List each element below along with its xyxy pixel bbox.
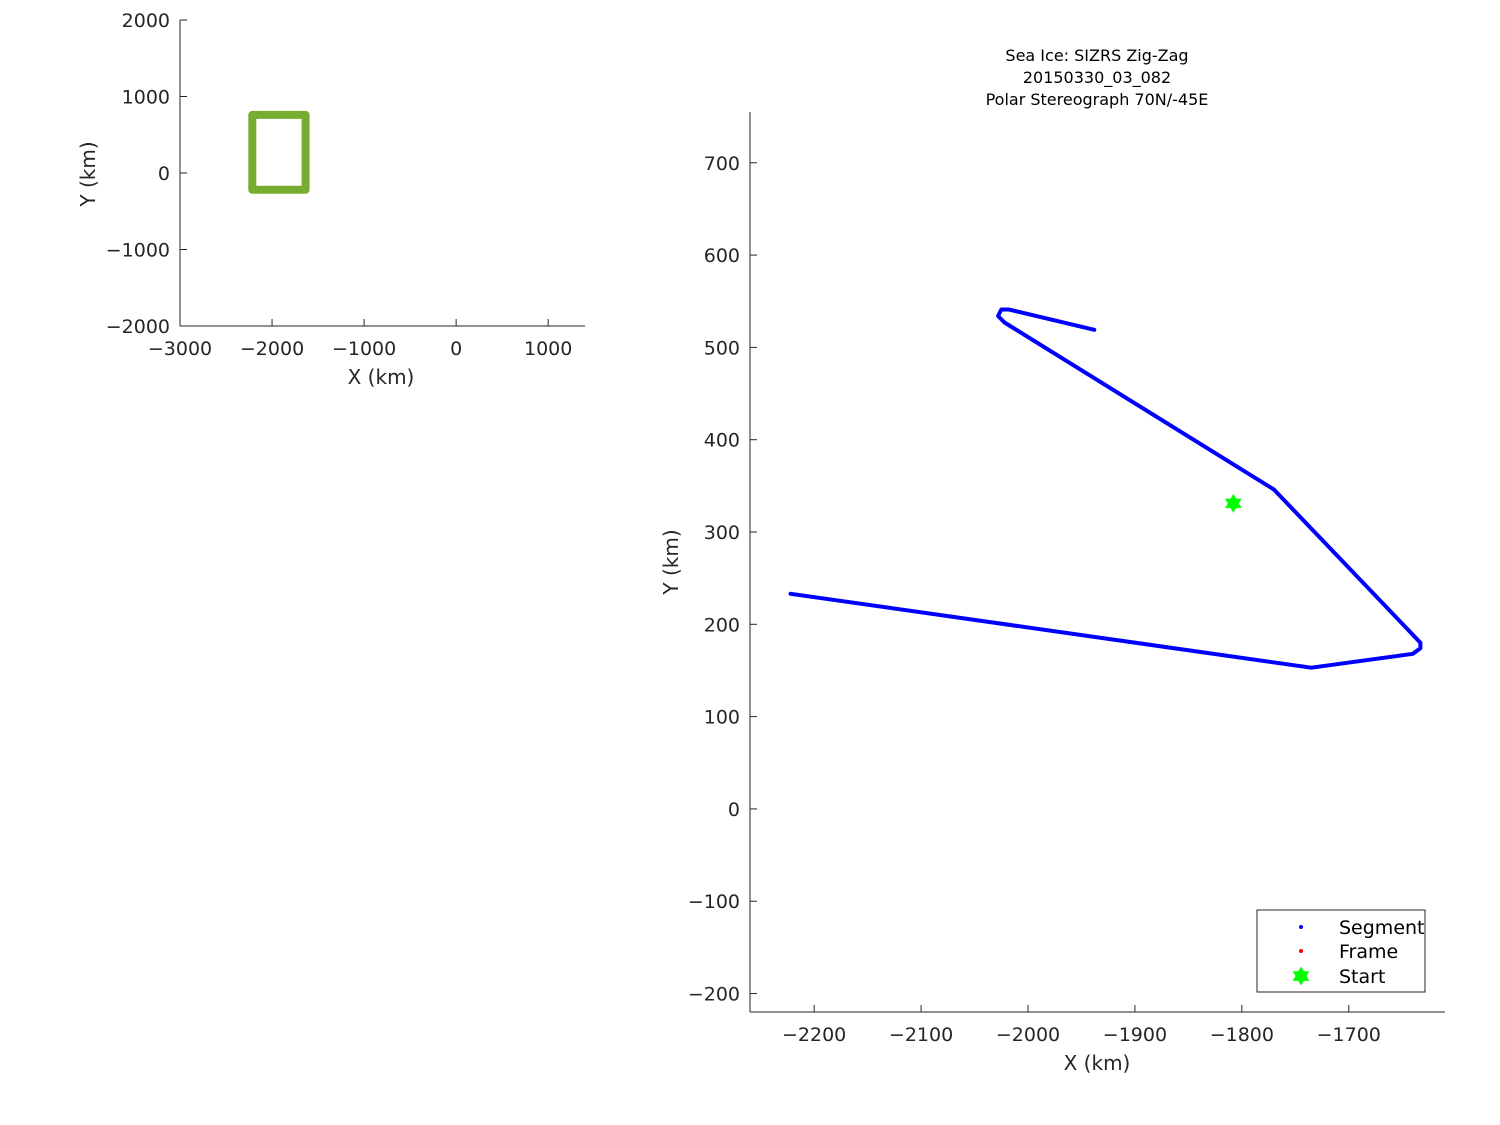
overview-y-axis-label: Y (km) bbox=[76, 141, 100, 207]
y-tick-label: 0 bbox=[158, 163, 170, 185]
x-tick-label: 1000 bbox=[524, 338, 572, 360]
legend-start-label: Start bbox=[1339, 966, 1385, 988]
x-tick-label: −1800 bbox=[1210, 1024, 1274, 1046]
x-tick-label: −1900 bbox=[1103, 1024, 1167, 1046]
y-tick-label: 1000 bbox=[122, 87, 170, 109]
flightline-marks bbox=[788, 307, 1423, 670]
chart-title-line-3: Polar Stereograph 70N/-45E bbox=[986, 90, 1209, 109]
y-tick-label: −100 bbox=[688, 891, 740, 913]
overview-x-axis-label: X (km) bbox=[348, 365, 415, 389]
flightline-chart: Sea Ice: SIZRS Zig-Zag 20150330_03_082 P… bbox=[659, 46, 1445, 1075]
y-tick-label: 600 bbox=[704, 245, 740, 267]
overview-chart: −3000 −2000 −1000 0 1000 200010000−1000−2000… bbox=[76, 10, 585, 389]
x-tick-label: −2200 bbox=[782, 1024, 846, 1046]
legend-box bbox=[1256, 909, 1426, 993]
y-tick-label: 400 bbox=[704, 430, 740, 452]
y-tick-label: 500 bbox=[704, 337, 740, 359]
overview-coverage-line bbox=[248, 110, 310, 194]
y-tick-label: 0 bbox=[728, 799, 740, 821]
legend-segment-label: Segment bbox=[1339, 917, 1425, 939]
flightline-x-ticks: −2200 −2100 −2000 −1900 −1800 −1700 bbox=[782, 1005, 1381, 1046]
chart-title-line-2: 20150330_03_082 bbox=[1023, 68, 1171, 88]
legend-start-hexagram bbox=[1292, 966, 1310, 986]
legend-frame-label: Frame bbox=[1339, 941, 1398, 963]
flightline-x-axis-label: X (km) bbox=[1064, 1051, 1131, 1075]
x-tick-label: −3000 bbox=[148, 338, 212, 360]
y-tick-label: 700 bbox=[704, 153, 740, 175]
chart-title-line-1: Sea Ice: SIZRS Zig-Zag bbox=[1005, 46, 1188, 65]
flightline-y-axis-label: Y (km) bbox=[659, 529, 683, 595]
y-tick-label: −2000 bbox=[106, 316, 170, 338]
y-tick-label: 2000 bbox=[122, 10, 170, 32]
x-tick-label: −2000 bbox=[240, 338, 304, 360]
y-tick-label: −200 bbox=[688, 984, 740, 1006]
y-tick-label: 200 bbox=[704, 614, 740, 636]
legend: Segment Frame Start bbox=[1256, 909, 1426, 993]
start-marker bbox=[1225, 493, 1242, 513]
y-tick-label: −1000 bbox=[106, 240, 170, 262]
x-tick-label: 0 bbox=[450, 338, 462, 360]
x-tick-label: −1000 bbox=[332, 338, 396, 360]
legend-start-marker bbox=[1292, 966, 1310, 986]
y-tick-label: 300 bbox=[704, 522, 740, 544]
legend-segment-marker bbox=[1299, 925, 1303, 929]
overview-y-ticks: 2000 1000 0 −1000 −2000 bbox=[106, 10, 187, 338]
flightline-y-ticks: 700 600 500 400 300 200 100 0 −100 −200 bbox=[688, 153, 757, 1006]
segment-line bbox=[788, 307, 1423, 670]
x-tick-label: −2100 bbox=[889, 1024, 953, 1046]
overview-marks bbox=[248, 110, 310, 194]
x-tick-label: −2000 bbox=[996, 1024, 1060, 1046]
overview-x-ticks: −3000 −2000 −1000 0 1000 bbox=[148, 319, 572, 360]
x-tick-label: −1700 bbox=[1317, 1024, 1381, 1046]
legend-frame-marker bbox=[1299, 949, 1303, 953]
y-tick-label: 100 bbox=[704, 707, 740, 729]
